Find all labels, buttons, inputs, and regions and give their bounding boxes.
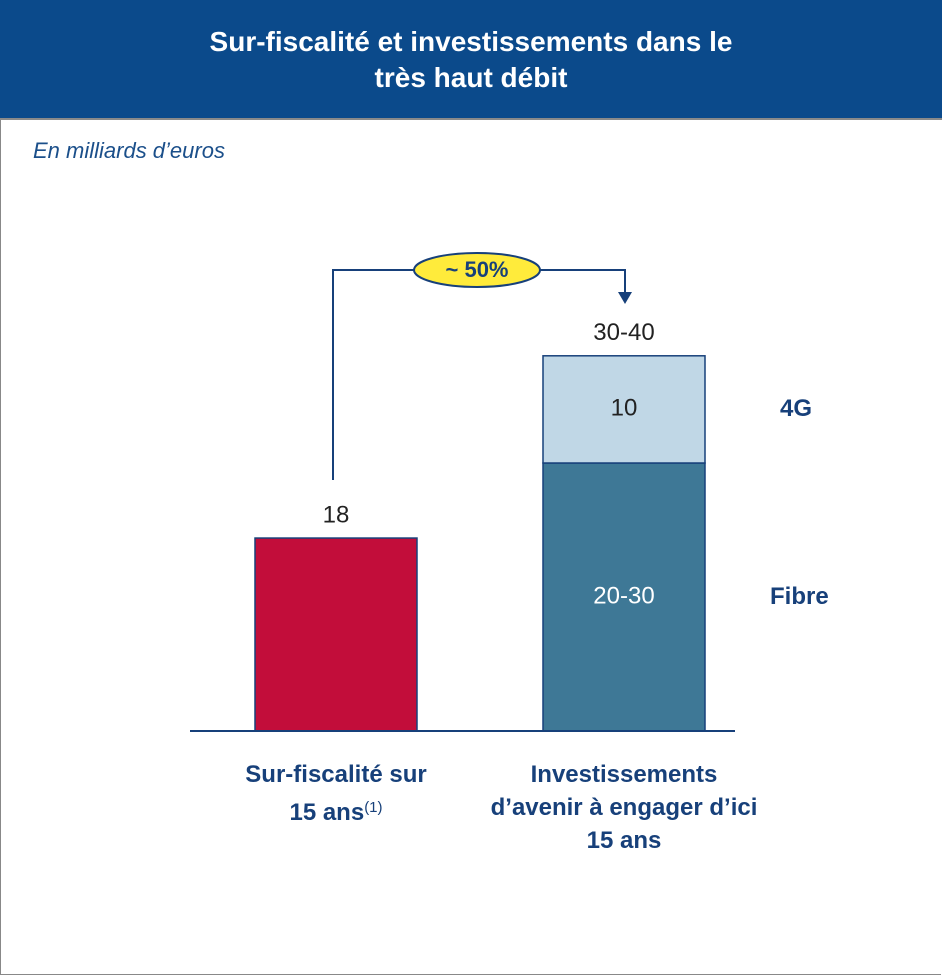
legend-label: 4G (780, 395, 813, 423)
header: Sur-fiscalité et investissements dans le… (0, 0, 942, 120)
subtitle: En milliards d’euros (33, 138, 225, 163)
legend-label: Fibre (770, 583, 829, 610)
annotation-badge (413, 252, 541, 288)
annotation: ~ 50% (446, 257, 509, 282)
value-label: 18 (323, 501, 350, 528)
bar (254, 537, 418, 732)
arrow-head (618, 292, 632, 304)
value-label: 10 (611, 395, 638, 422)
bar (542, 462, 706, 732)
total-label: 30-40 (593, 319, 654, 346)
bar (542, 355, 706, 464)
category-label: Investissements d’avenir à engager d’ici… (489, 758, 759, 857)
category-text: Investissements d’avenir à engager d’ici… (490, 761, 758, 854)
category-label: Sur-fiscalité sur 15 ans(1) (241, 758, 431, 829)
footnote-mark: (1) (364, 799, 383, 816)
value-label: 20-30 (593, 582, 654, 609)
category-text: Sur-fiscalité sur 15 ans (245, 761, 427, 826)
chart-title: Sur-fiscalité et investissements dans le… (209, 26, 733, 93)
